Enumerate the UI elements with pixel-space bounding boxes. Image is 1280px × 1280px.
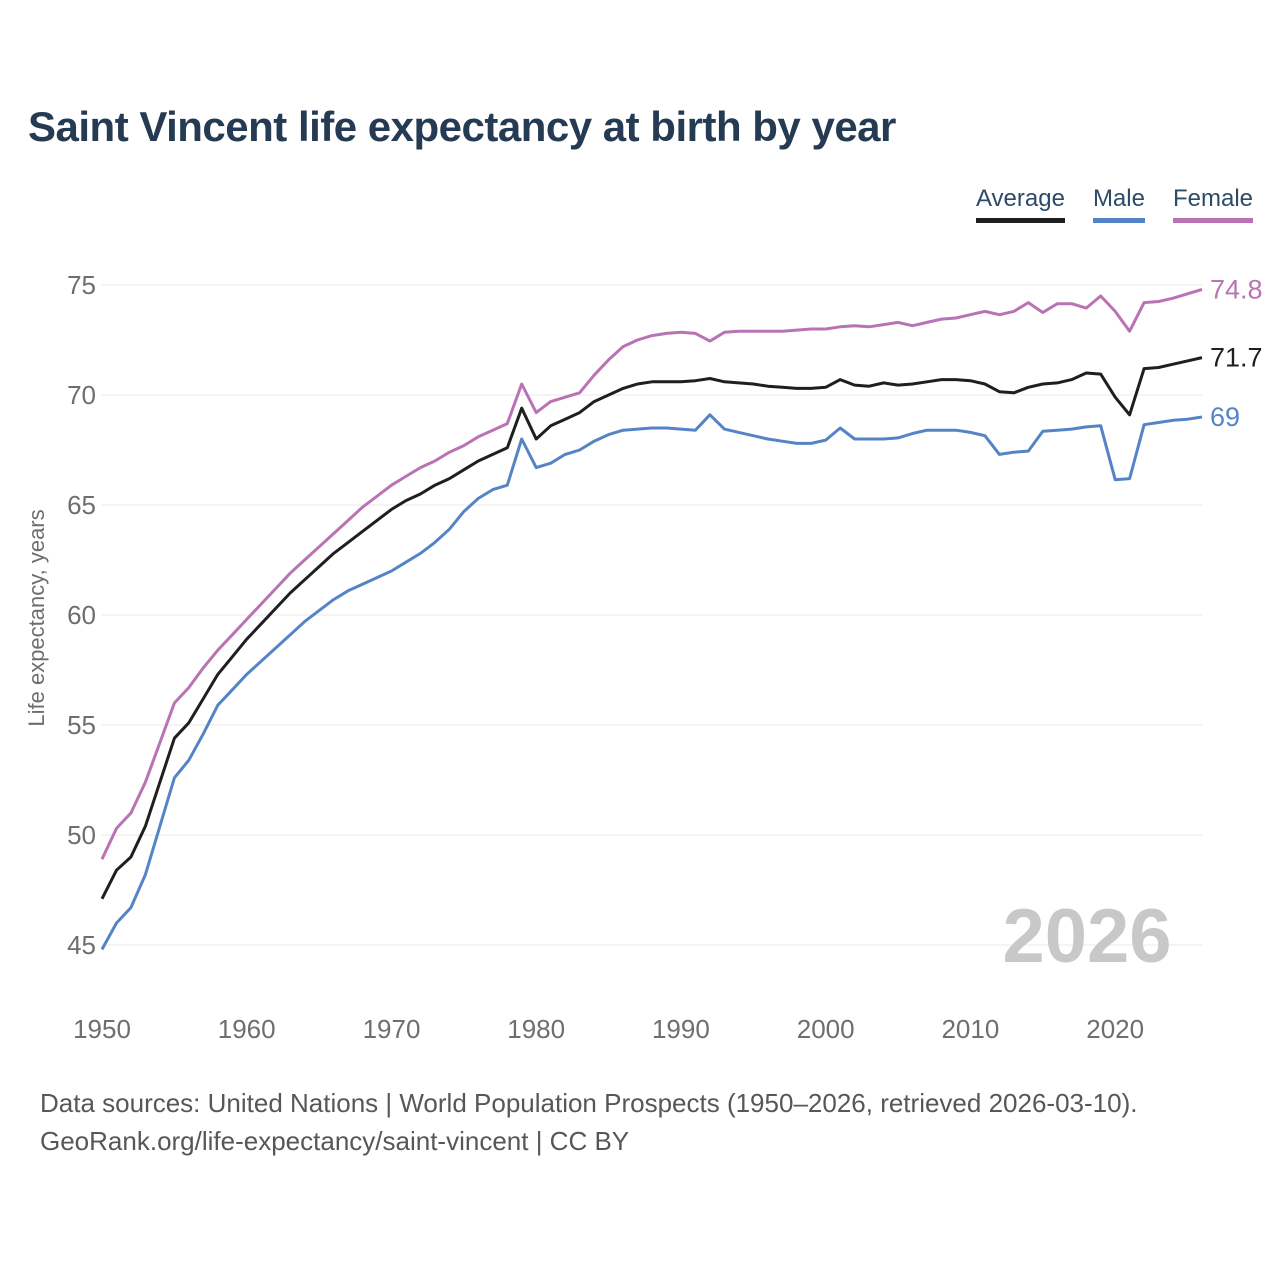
- watermark-year: 2026: [1002, 894, 1171, 979]
- legend: Average Male Female: [975, 185, 1253, 223]
- x-tick-label: 1950: [73, 1014, 131, 1044]
- end-value-label-female: 74.8: [1210, 274, 1263, 304]
- legend-item-average[interactable]: Average: [975, 185, 1065, 223]
- y-tick-label: 65: [67, 490, 96, 520]
- y-tick-label: 60: [67, 600, 96, 630]
- end-value-label-male: 69: [1210, 402, 1240, 432]
- end-value-label-average: 71.7: [1210, 343, 1263, 373]
- y-tick-label: 45: [67, 930, 96, 960]
- x-tick-label: 2020: [1086, 1014, 1144, 1044]
- y-tick-label: 70: [67, 380, 96, 410]
- footer-attribution: GeoRank.org/life-expectancy/saint-vincen…: [40, 1126, 630, 1156]
- legend-item-male[interactable]: Male: [1092, 185, 1145, 223]
- series-line-average: [100, 356, 1203, 900]
- y-tick-label: 50: [67, 820, 96, 850]
- legend-item-female[interactable]: Female: [1172, 185, 1253, 223]
- series-line-female: [100, 287, 1203, 860]
- y-axis-title: Life expectancy, years: [24, 509, 49, 726]
- x-tick-label: 1960: [218, 1014, 276, 1044]
- x-tick-label: 1980: [507, 1014, 565, 1044]
- footer: Data sources: United Nations | World Pop…: [40, 1084, 1137, 1160]
- y-tick-label: 75: [67, 270, 96, 300]
- footer-data-sources: Data sources: United Nations | World Pop…: [40, 1088, 1138, 1118]
- x-tick-label: 1970: [363, 1014, 421, 1044]
- x-tick-label: 1990: [652, 1014, 710, 1044]
- life-expectancy-chart: 45 50 55 60 65 70 75 1950 1960 1970 1980 1990 2000 20…: [24, 270, 1263, 1044]
- page-title: Saint Vincent life expectancy at birth b…: [28, 103, 896, 150]
- x-tick-label: 2000: [797, 1014, 855, 1044]
- x-tick-label: 2010: [941, 1014, 999, 1044]
- series-line-male: [100, 413, 1203, 951]
- y-tick-label: 55: [67, 710, 96, 740]
